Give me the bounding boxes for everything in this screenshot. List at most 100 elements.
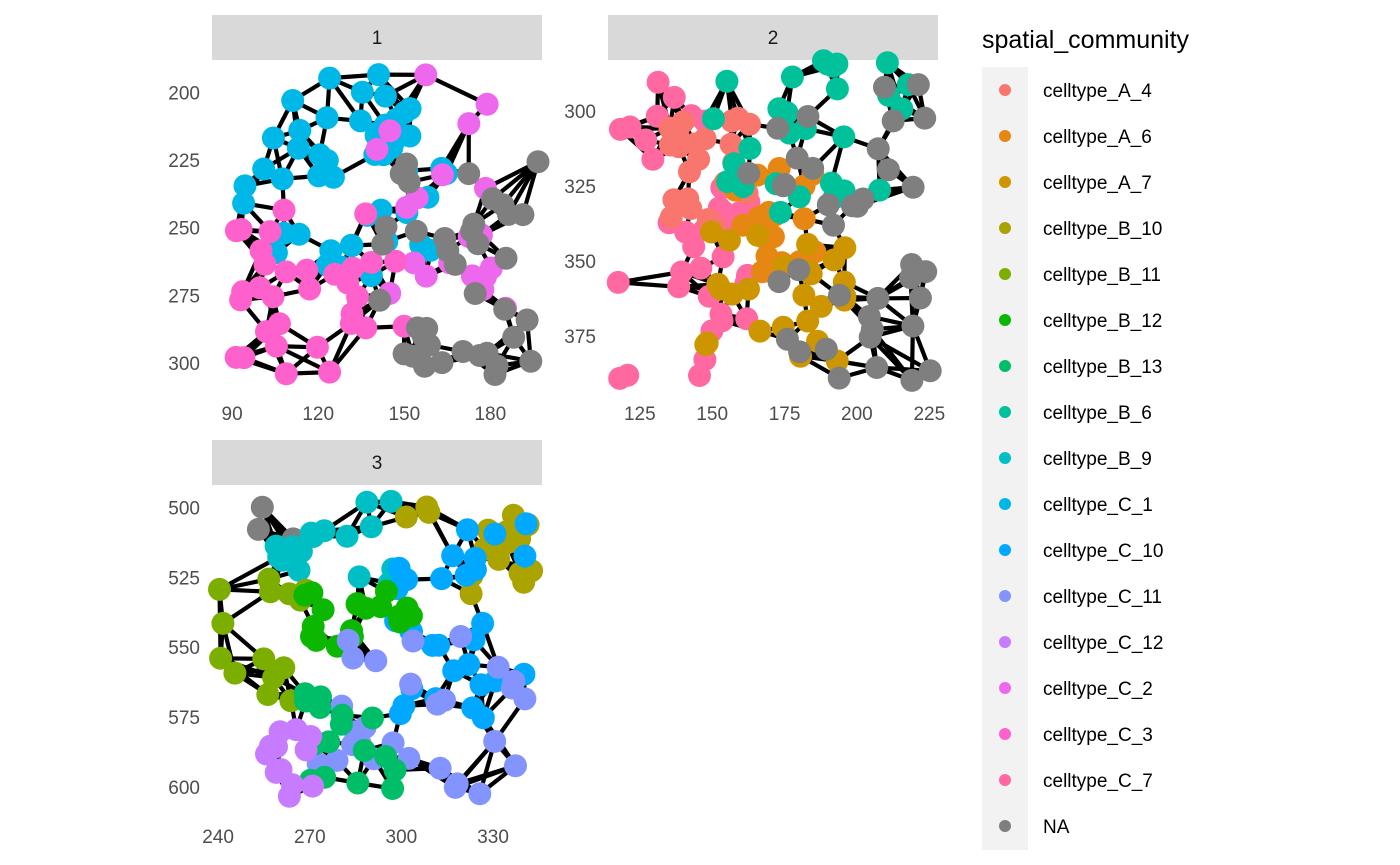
network-node: [526, 150, 550, 174]
network-node: [277, 784, 301, 808]
network-node: [796, 105, 820, 128]
y-tick-label: 200: [168, 84, 200, 105]
legend-label: celltype_A_6: [1043, 127, 1152, 148]
y-tick-label: 550: [168, 638, 200, 659]
legend-key: [999, 360, 1011, 372]
legend-label: celltype_B_12: [1043, 311, 1162, 332]
network-node: [747, 205, 771, 229]
network-node: [514, 512, 538, 536]
network-node: [459, 582, 483, 606]
y-tick-label: 500: [168, 498, 200, 519]
x-tick-label: 180: [474, 404, 506, 425]
network-node: [381, 777, 405, 800]
network-node: [258, 580, 282, 604]
facet-strip-label-3: 3: [372, 453, 383, 474]
network-node: [483, 522, 507, 546]
network-node: [443, 775, 467, 799]
network-node: [402, 251, 426, 275]
network-node: [913, 106, 937, 130]
network-node: [918, 359, 942, 383]
network-node: [816, 193, 840, 217]
network-node: [606, 270, 630, 294]
network-node: [261, 285, 285, 309]
network-node: [755, 244, 779, 268]
network-node: [383, 758, 407, 782]
y-tick-label: 325: [564, 177, 596, 198]
legend-label: NA: [1043, 817, 1070, 838]
network-node: [264, 334, 288, 358]
network-node: [463, 546, 487, 570]
network-node: [404, 219, 428, 243]
network-node: [246, 517, 270, 541]
legend-key: [999, 452, 1011, 464]
network-node: [392, 694, 416, 718]
legend-label: celltype_C_11: [1043, 587, 1162, 608]
network-node: [406, 316, 429, 340]
facet-panel-2: 2 125 150 175 200 225 300 325 350 375: [564, 15, 945, 425]
network-node: [659, 205, 683, 229]
network-node: [780, 65, 804, 89]
network-node: [433, 227, 457, 250]
x-tick-label: 270: [294, 827, 326, 848]
network-node: [475, 92, 499, 116]
network-node: [224, 345, 248, 369]
legend-key: [999, 774, 1011, 786]
facet-strip-3: [212, 440, 542, 485]
x-tick-label: 90: [222, 404, 243, 425]
network-node: [360, 250, 384, 274]
network-node: [688, 364, 711, 387]
network-node: [428, 756, 452, 780]
network-node: [261, 126, 285, 150]
network-node: [679, 197, 703, 220]
network-node: [443, 252, 467, 276]
network-node: [252, 647, 276, 671]
network-node: [431, 163, 454, 187]
network-node: [483, 729, 507, 753]
legend-label: celltype_C_2: [1043, 679, 1153, 700]
network-node: [901, 314, 925, 338]
network-node: [457, 112, 481, 136]
network-node: [274, 260, 298, 284]
network-node: [305, 335, 329, 359]
network-node: [315, 106, 339, 130]
x-tick-label: 150: [696, 404, 728, 425]
network-node: [502, 325, 526, 349]
network-node: [401, 344, 425, 368]
network-node: [454, 563, 478, 587]
y-axis-ticks-2: 300 325 350 375: [564, 102, 596, 348]
x-axis-ticks-1: 90 120 150 180: [222, 404, 507, 425]
network-node: [788, 340, 812, 364]
x-tick-label: 240: [202, 827, 234, 848]
network-node: [374, 215, 398, 239]
network-node: [827, 366, 851, 390]
network-node: [674, 220, 698, 244]
network-node: [748, 319, 772, 343]
legend-key: [999, 728, 1011, 740]
network-node: [367, 63, 390, 87]
facet-panel-3: 3 240 270 300 330 500 525 550 575 600: [168, 440, 544, 848]
network-node: [321, 165, 345, 189]
network-node: [513, 544, 537, 568]
network-node: [706, 272, 730, 296]
network-node: [616, 363, 640, 387]
legend-key: [999, 820, 1011, 832]
network-node: [250, 495, 274, 519]
network-node: [866, 286, 890, 310]
network-node: [468, 782, 492, 806]
network-node: [341, 256, 365, 280]
x-tick-label: 200: [841, 404, 873, 425]
legend-label: celltype_B_11: [1043, 265, 1161, 286]
network-node: [286, 136, 310, 160]
legend-label: celltype_C_3: [1043, 725, 1153, 746]
network-node: [249, 239, 273, 263]
network-node: [875, 51, 899, 75]
network-node: [255, 742, 278, 766]
y-tick-label: 300: [564, 102, 596, 123]
network-node: [294, 738, 318, 762]
network-node: [350, 80, 374, 104]
y-tick-label: 225: [168, 151, 200, 172]
network-node: [796, 232, 820, 256]
network-node: [287, 558, 311, 582]
network-node: [906, 73, 930, 97]
network-node: [335, 524, 359, 548]
